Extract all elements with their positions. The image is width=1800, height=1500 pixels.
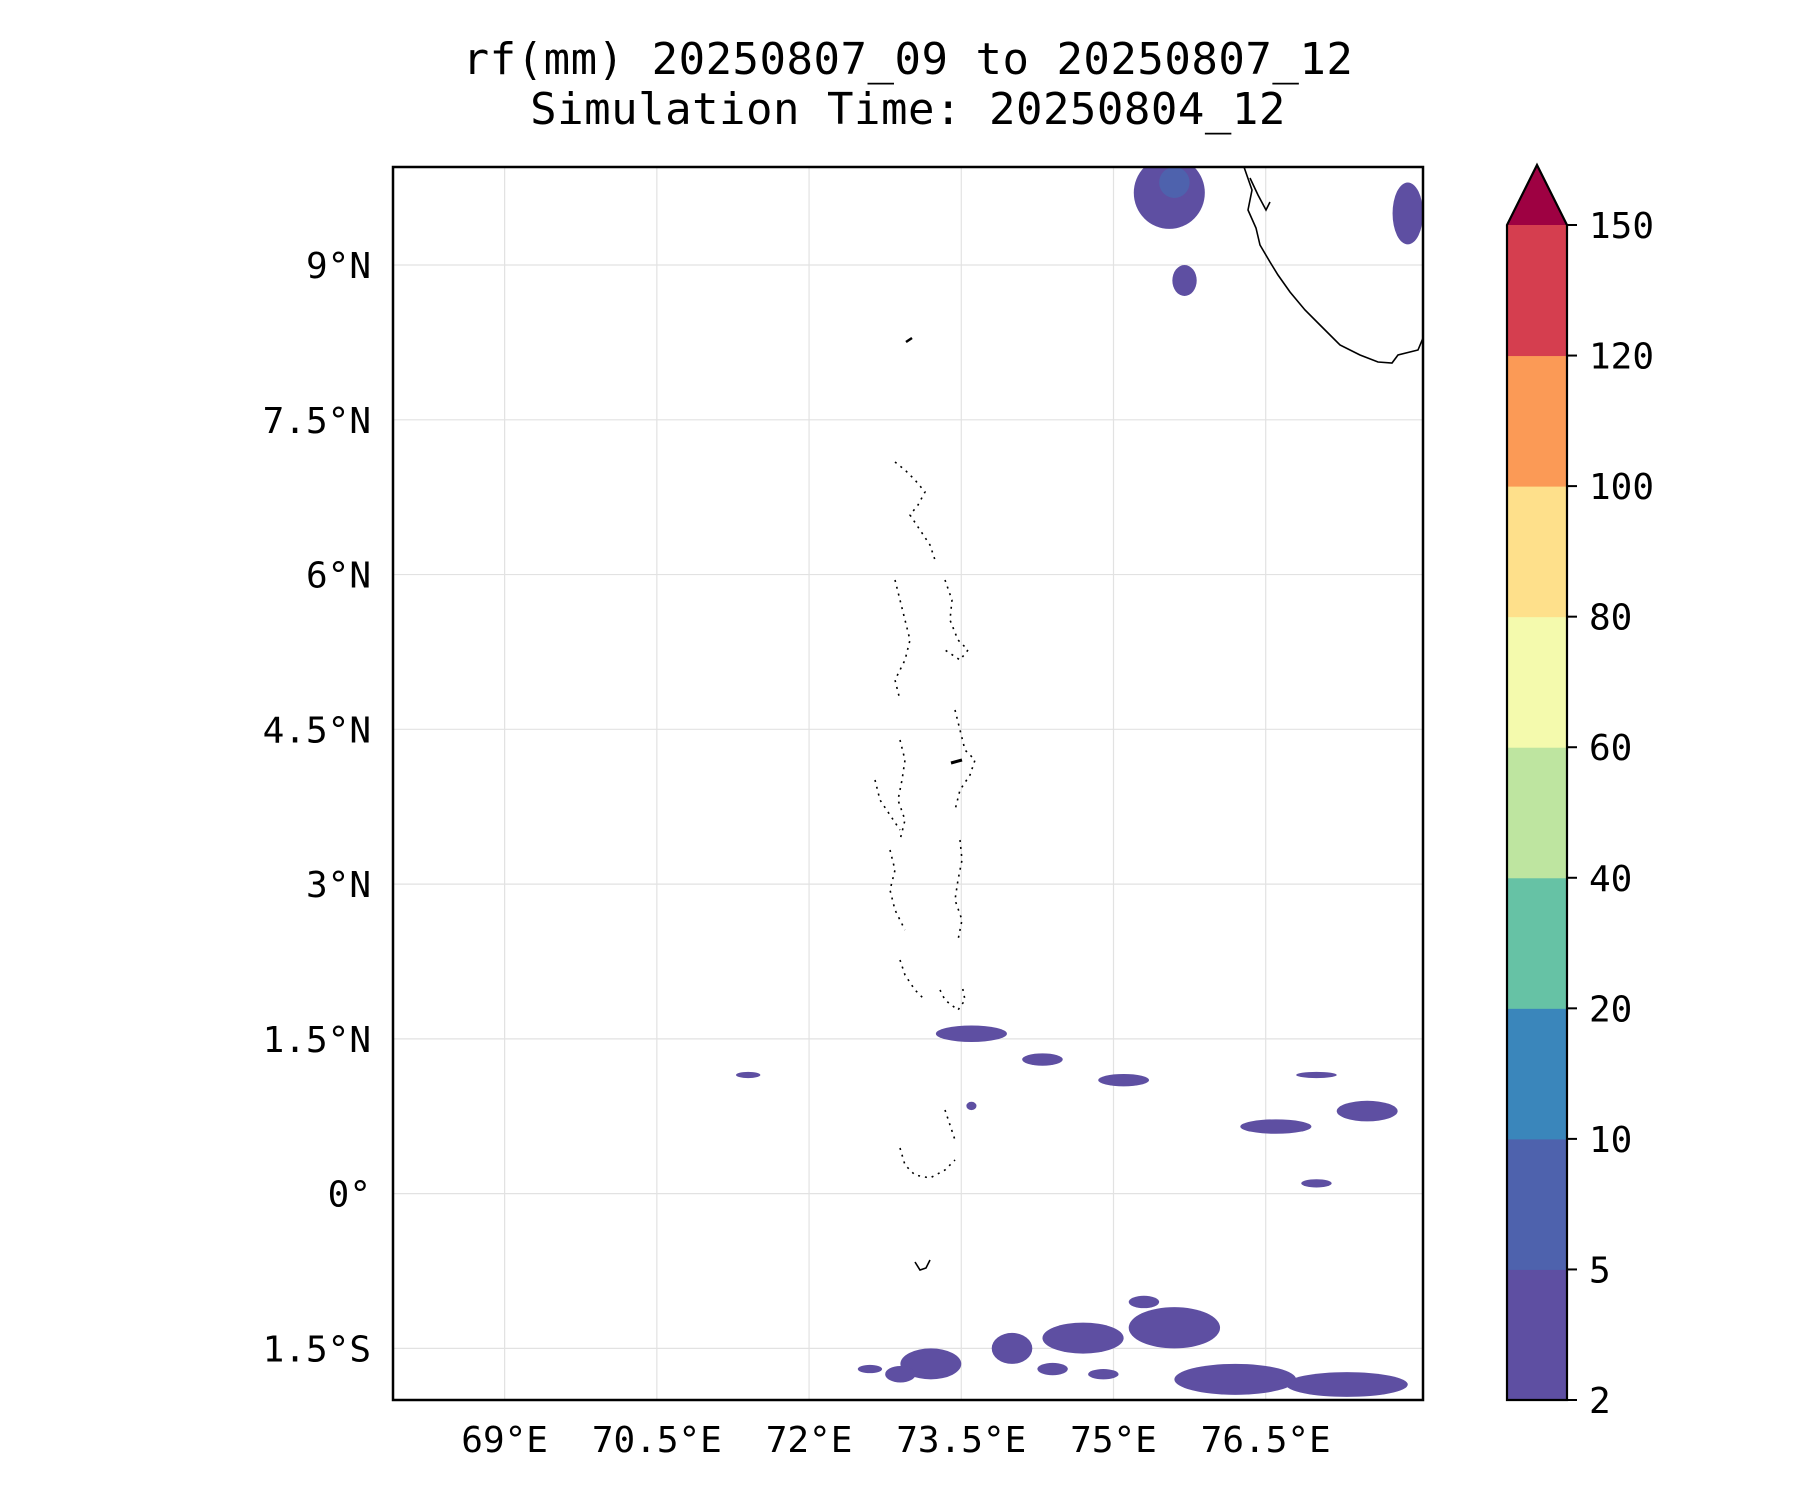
rain-contour: [1174, 1363, 1297, 1395]
island-outline: [939, 984, 966, 1012]
rain-contour: [1336, 1100, 1398, 1122]
colorbar-tick-label: 10: [1589, 1120, 1632, 1161]
latitude-tick-label: 0°: [328, 1175, 371, 1216]
colorbar-segment: [1507, 616, 1567, 748]
rain-contour: [991, 1332, 1033, 1364]
map-title-line-1: rf(mm) 20250807_09 to 20250807_12: [462, 34, 1354, 85]
coastlines: [874, 167, 1423, 1271]
longitude-tick-label: 72°E: [766, 1420, 853, 1461]
longitude-tick-label: 70.5°E: [592, 1420, 722, 1461]
longitude-tick-label: 76.5°E: [1201, 1420, 1331, 1461]
rain-contour: [966, 1101, 977, 1111]
rain-contour: [857, 1364, 883, 1374]
island-outline: [944, 579, 970, 662]
rain-contour: [1159, 167, 1190, 198]
latitude-tick-label: 1.5°S: [263, 1329, 371, 1370]
colorbar-tick-label: 5: [1589, 1250, 1611, 1291]
latitude-tick-label: 9°N: [306, 246, 371, 287]
island-outline: [914, 1259, 931, 1271]
latitude-tick-labels: 9°N 7.5°N 6°N 4.5°N 3°N 1.5°N 0° 1.5°S: [263, 246, 371, 1370]
colorbar-tick-label: 120: [1589, 337, 1654, 378]
colorbar-tick-label: 100: [1589, 467, 1654, 508]
island-outline: [874, 779, 901, 831]
island-outline: [894, 461, 936, 561]
colorbar-segment: [1507, 1269, 1567, 1401]
gridlines: [393, 167, 1423, 1400]
island-outline: [894, 579, 911, 701]
colorbar-segment: [1507, 1008, 1567, 1140]
colorbar-segment: [1507, 486, 1567, 618]
rain-contour: [1392, 182, 1423, 245]
island-outline: [897, 739, 906, 841]
latitude-tick-label: 3°N: [306, 865, 371, 906]
rain-contour: [1301, 1179, 1332, 1188]
latitude-tick-label: 7.5°N: [263, 401, 371, 442]
colorbar-segment: [1507, 747, 1567, 879]
island-outline: [954, 839, 963, 941]
colorbar-outline: [1505, 162, 1569, 1402]
colorbar-tick-label: 20: [1589, 989, 1632, 1030]
latitude-tick-label: 4.5°N: [263, 710, 371, 751]
rain-contour: [1240, 1119, 1312, 1134]
rain-contour: [1037, 1362, 1068, 1376]
india-coast-inlet: [1249, 177, 1271, 212]
colorbar-tick-label: 40: [1589, 859, 1632, 900]
longitude-tick-label: 75°E: [1070, 1420, 1157, 1461]
rain-contour: [735, 1071, 761, 1079]
rainfall-contours: [735, 167, 1423, 1397]
rain-contour: [1022, 1053, 1063, 1066]
rain-contour: [935, 1025, 1007, 1042]
colorbar-segment: [1507, 225, 1567, 357]
latitude-tick-label: 6°N: [306, 556, 371, 597]
rain-contour: [1098, 1073, 1150, 1087]
colorbar-tick-label: 60: [1589, 728, 1632, 769]
island-outline: [899, 1147, 956, 1179]
latitude-tick-label: 1.5°N: [263, 1020, 371, 1061]
colorbar-tick-label: 150: [1589, 206, 1654, 247]
rain-contour: [1286, 1372, 1408, 1397]
rain-contour: [1128, 1307, 1221, 1349]
colorbar-tick-label: 2: [1589, 1381, 1611, 1422]
india-coastline: [1243, 167, 1423, 364]
longitude-tick-labels: 69°E 70.5°E 72°E 73.5°E 75°E 76.5°E: [461, 1420, 1330, 1461]
rain-contour: [900, 1348, 962, 1380]
rain-contour: [1088, 1369, 1119, 1380]
rain-contour: [1296, 1071, 1337, 1079]
colorbar-tick-label: 80: [1589, 598, 1632, 639]
longitude-tick-label: 73.5°E: [896, 1420, 1026, 1461]
longitude-tick-label: 69°E: [461, 1420, 548, 1461]
map-title-line-2: Simulation Time: 20250804_12: [530, 84, 1286, 135]
colorbar-segment: [1507, 1138, 1567, 1270]
map-frame: [391, 165, 1425, 1402]
colorbar-extend-arrow: [1507, 165, 1567, 225]
rain-contour: [1128, 1295, 1160, 1309]
rain-contour: [1172, 265, 1197, 296]
colorbar: 2 5 10 20 40 60 80 100 120 150: [1505, 162, 1654, 1422]
island-outline: [899, 959, 926, 1001]
rain-contour: [1042, 1322, 1124, 1354]
island-outline: [905, 336, 913, 344]
colorbar-segment: [1507, 877, 1567, 1009]
island-outline: [950, 758, 963, 765]
island-outline: [944, 1109, 956, 1141]
rain-contour: [885, 1365, 916, 1383]
island-outline: [889, 849, 906, 931]
colorbar-segment: [1507, 355, 1567, 487]
